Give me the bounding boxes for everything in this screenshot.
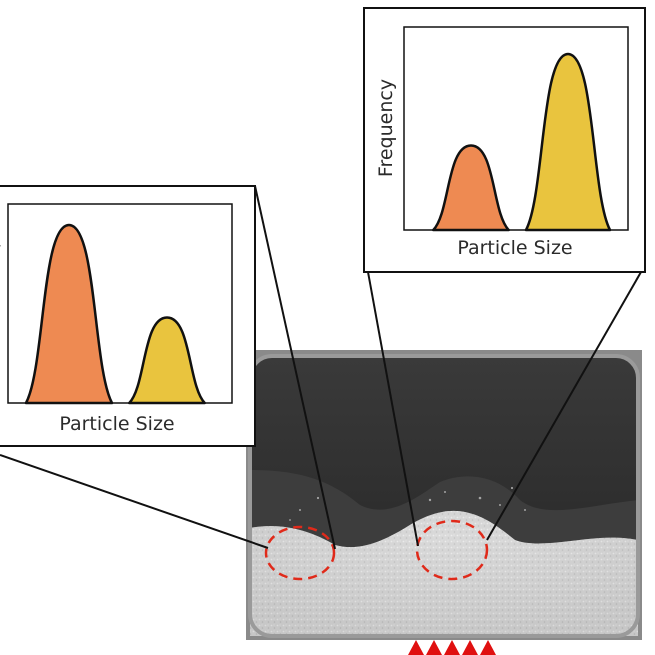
flying-particles: [289, 486, 526, 521]
left-peak-yellow: [128, 316, 206, 405]
marker-triangle: [480, 640, 496, 655]
tank-photo: [246, 350, 642, 640]
left-x-axis-label: Particle Size: [59, 413, 174, 435]
right-peaks: [432, 52, 612, 232]
right-peak-yellow: [524, 52, 612, 232]
tank-rim: [248, 354, 640, 638]
right-chart-callout: Particle Size Frequency: [363, 7, 646, 273]
right-connector-right: [486, 271, 642, 541]
pile-shading: [250, 510, 638, 636]
left-region-circle: [264, 525, 336, 581]
right-region-circle: [415, 519, 489, 581]
left-peak-orange: [24, 223, 114, 405]
left-chart-callout: Particle Size ›: [0, 185, 256, 447]
left-peaks: [24, 223, 206, 405]
left-y-axis-label-fragment: ›: [0, 238, 2, 254]
marker-triangle: [462, 640, 478, 655]
right-connector-left: [367, 271, 419, 547]
marker-triangle: [444, 640, 460, 655]
right-peak-orange: [432, 144, 510, 232]
left-connector-bottom: [0, 454, 269, 549]
right-x-axis-label: Particle Size: [457, 237, 572, 259]
marker-triangle: [408, 640, 424, 655]
marker-triangle: [426, 640, 442, 655]
vibration-markers: [408, 640, 496, 655]
left-connector-top: [254, 185, 336, 550]
right-y-axis-label: Frequency: [375, 79, 397, 177]
